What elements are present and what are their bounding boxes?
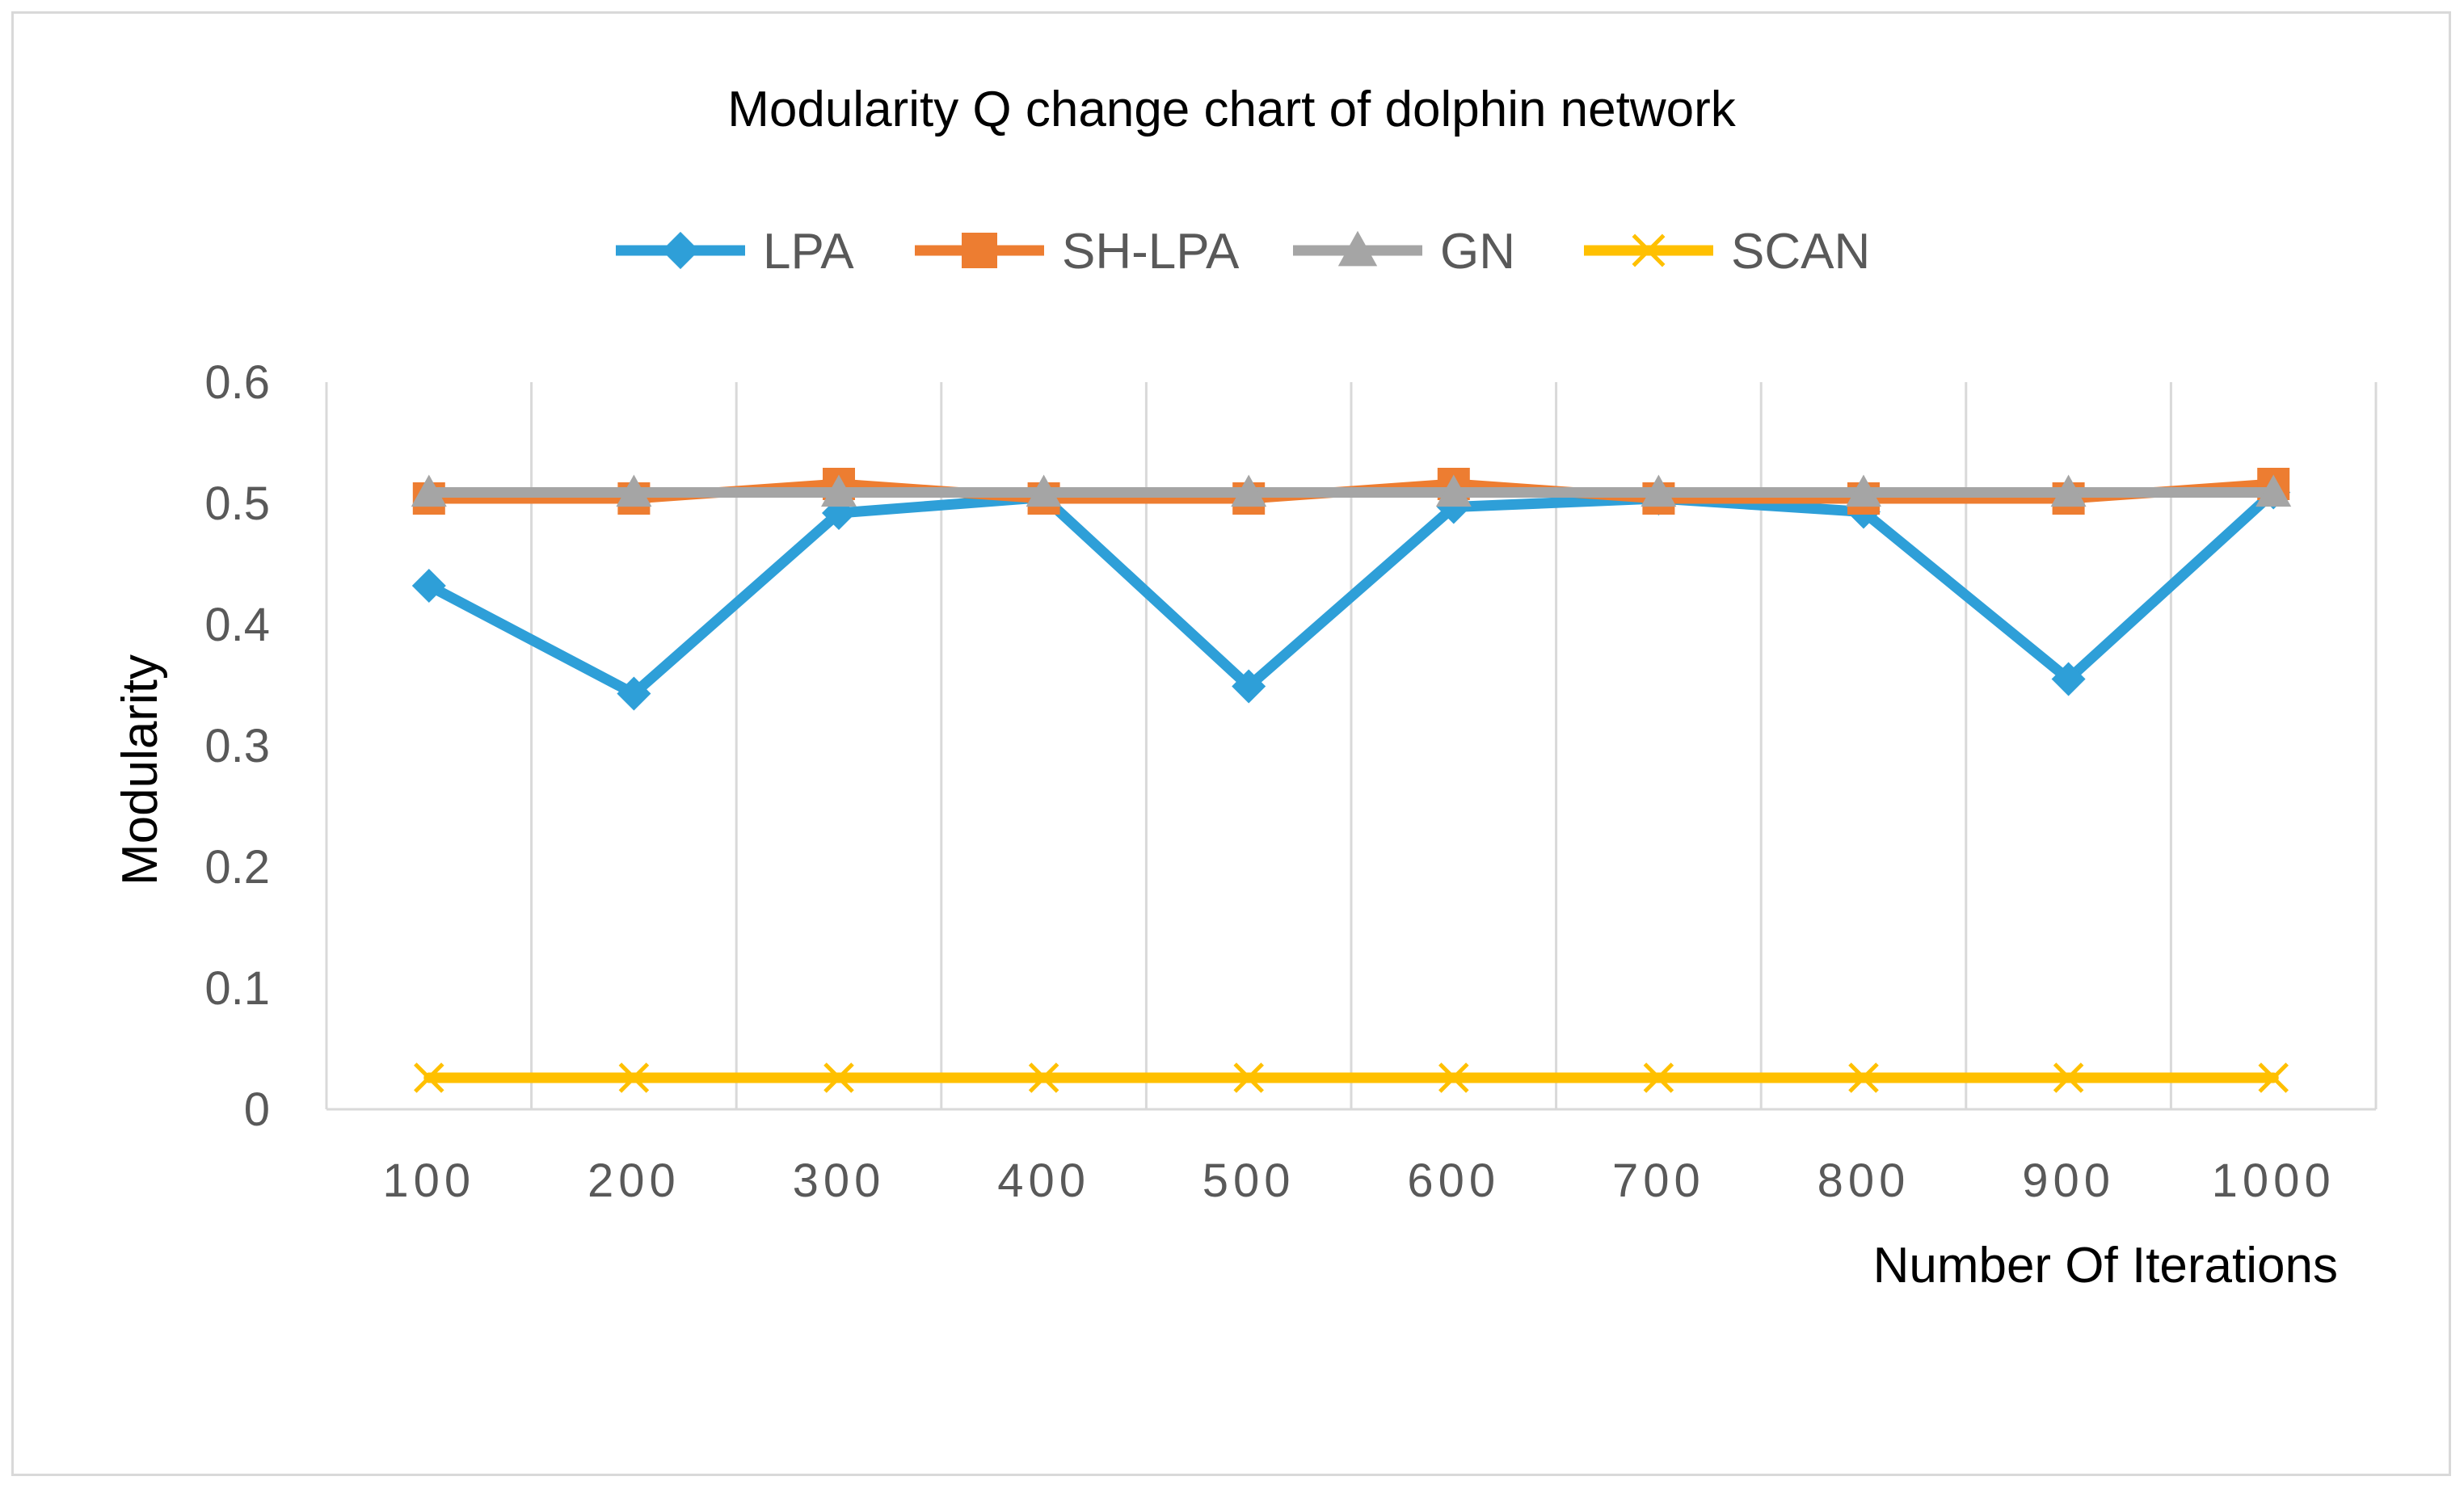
x-tick-label: 300	[793, 1155, 886, 1207]
marker-x	[1233, 1062, 1264, 1093]
x-tick-label: 500	[1203, 1155, 1295, 1207]
legend-label: LPA	[763, 224, 854, 280]
marker-x	[2053, 1062, 2084, 1093]
legend-label: GN	[1440, 224, 1515, 280]
x-tick-label: 100	[382, 1155, 475, 1207]
series-line	[423, 487, 2279, 699]
legend-label: SCAN	[1731, 224, 1870, 280]
marker-triangle	[1026, 474, 1062, 507]
marker-x	[2258, 1062, 2289, 1093]
x-axis-title: Number Of Iterations	[1873, 1238, 2338, 1293]
marker-diamond	[661, 231, 700, 270]
legend-item-lpa: LPA	[616, 224, 854, 280]
y-tick-label: 0.5	[204, 477, 270, 530]
y-tick-label: 0.1	[204, 962, 270, 1015]
x-axis-ticks: 100 200 300 400 500 600 700 800 900 1000	[382, 1155, 2336, 1207]
y-axis-ticks: 0 0.1 0.2 0.3 0.4 0.5 0.6	[204, 356, 270, 1136]
series-layer	[411, 468, 2292, 1093]
legend: LPA SH-LPA GN SCAN	[616, 224, 1870, 280]
x-tick-label: 700	[1612, 1155, 1705, 1207]
marker-triangle	[1641, 474, 1677, 507]
marker-diamond	[2051, 662, 2086, 696]
marker-x	[1643, 1062, 1674, 1093]
y-axis-title: Modularity	[112, 654, 168, 885]
legend-item-gn: GN	[1293, 224, 1515, 280]
marker-triangle	[411, 474, 447, 507]
marker-x	[823, 1062, 854, 1093]
x-tick-label: 600	[1407, 1155, 1500, 1207]
x-tick-label: 1000	[2212, 1155, 2336, 1207]
series-scan	[414, 1062, 2289, 1093]
marker-triangle	[1435, 474, 1472, 507]
chart-title: Modularity Q change chart of dolphin net…	[727, 82, 1737, 137]
marker-x	[1438, 1062, 1469, 1093]
marker-triangle	[1231, 474, 1267, 507]
marker-diamond	[617, 676, 651, 711]
y-tick-label: 0.4	[204, 599, 270, 651]
marker-x	[1632, 233, 1666, 267]
x-tick-label: 800	[1817, 1155, 1910, 1207]
marker-x	[618, 1062, 650, 1093]
y-tick-label: 0.6	[204, 356, 270, 409]
x-tick-label: 200	[588, 1155, 680, 1207]
x-tick-label: 900	[2022, 1155, 2115, 1207]
marker-x	[414, 1062, 444, 1093]
y-tick-label: 0.3	[204, 720, 270, 772]
marker-triangle	[616, 474, 652, 507]
marker-triangle	[1846, 474, 1881, 507]
chart-frame	[11, 11, 2451, 1476]
marker-x	[1028, 1062, 1059, 1093]
series-gn	[411, 474, 2292, 507]
x-tick-label: 400	[997, 1155, 1090, 1207]
marker-square	[962, 233, 997, 268]
legend-item-scan: SCAN	[1584, 224, 1870, 280]
marker-triangle	[2050, 474, 2087, 507]
marker-triangle	[1337, 230, 1378, 267]
marker-x	[1848, 1062, 1879, 1093]
marker-diamond	[411, 569, 446, 603]
marker-diamond	[1232, 669, 1266, 704]
y-tick-label: 0	[244, 1083, 270, 1136]
legend-item-sh-lpa: SH-LPA	[915, 224, 1240, 280]
y-tick-label: 0.2	[204, 841, 270, 894]
marker-triangle	[2256, 474, 2292, 507]
marker-triangle	[821, 474, 857, 507]
legend-label: SH-LPA	[1062, 224, 1240, 280]
